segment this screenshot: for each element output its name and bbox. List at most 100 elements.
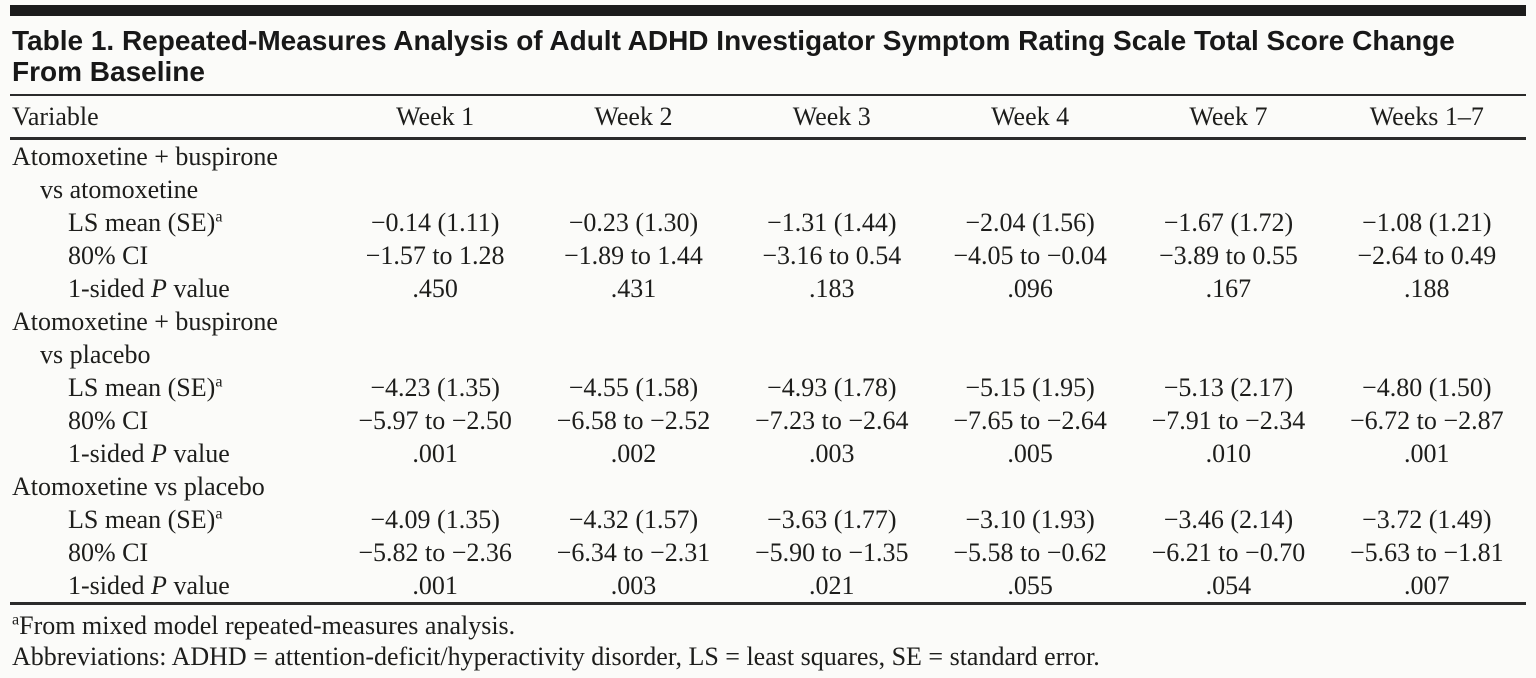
section-label-row: Atomoxetine + buspirone — [10, 139, 1526, 174]
ls-mean-superscript: a — [215, 373, 223, 391]
footnote-abbreviations: Abbreviations: ADHD = attention-deficit/… — [12, 642, 1100, 671]
p-value-row: 1-sided P value .001 .002 .003 .005 .010 .001 — [10, 437, 1526, 470]
section-label-row: vs placebo — [10, 338, 1526, 371]
value-cell: .001 — [412, 571, 458, 600]
value-cell: −1.67 (1.72) — [1163, 208, 1294, 237]
row-label-cell: LS mean (SE)a — [10, 503, 336, 536]
p-value-label-post: value — [173, 439, 230, 468]
ls-mean-row: LS mean (SE)a −4.09 (1.35) −4.32 (1.57) −3.… — [10, 503, 1526, 536]
value-cell: .055 — [1007, 571, 1053, 600]
value-cell: .003 — [610, 571, 657, 600]
value-cell: −3.63 (1.77) — [767, 505, 897, 534]
value-cell: .001 — [412, 439, 458, 468]
p-value-label-pre: 1-sided — [68, 274, 145, 303]
value-cell: −5.15 (1.95) — [965, 373, 1095, 402]
table-title: Table 1. Repeated-Measures Analysis of A… — [10, 16, 1526, 96]
column-header-week-2: Week 2 — [534, 96, 733, 140]
p-value-label-pre: 1-sided — [68, 571, 145, 600]
row-label-cell: LS mean (SE)a — [10, 371, 336, 404]
column-header-week-3: Week 3 — [732, 96, 931, 140]
column-header-week-1: Week 1 — [335, 96, 535, 140]
value-cell: .054 — [1205, 571, 1252, 600]
value-cell: −6.72 to −2.87 — [1350, 406, 1504, 435]
value-cell: −0.23 (1.30) — [568, 208, 699, 237]
section-label: Atomoxetine + buspirone — [12, 142, 278, 171]
value-cell: .005 — [1007, 439, 1053, 468]
value-cell: .183 — [809, 274, 855, 303]
value-cell: −5.82 to −2.36 — [358, 538, 512, 567]
value-cell: −3.72 (1.49) — [1362, 505, 1492, 534]
ci-row: 80% CI −5.97 to −2.50 −6.58 to −2.52 −7.23 … — [10, 404, 1526, 437]
value-cell: −5.90 to −1.35 — [754, 538, 909, 567]
footnote-a: aFrom mixed model repeated-measures anal… — [12, 610, 1524, 641]
p-value-label-italic-p: P — [151, 439, 167, 468]
column-header-variable: Variable — [10, 96, 336, 140]
row-label-cell: 80% CI — [10, 404, 336, 437]
ci-row: 80% CI −1.57 to 1.28 −1.89 to 1.44 −3.16 to… — [10, 239, 1526, 272]
ls-mean-superscript: a — [215, 208, 223, 226]
value-cell: −7.91 to −2.34 — [1151, 406, 1306, 435]
section-label: vs atomoxetine — [40, 175, 199, 204]
ci-label: 80% CI — [68, 406, 149, 435]
value-cell: .167 — [1205, 274, 1252, 303]
value-cell: −1.31 (1.44) — [767, 208, 897, 237]
value-cell: −0.14 (1.11) — [370, 208, 500, 237]
row-label-cell: 80% CI — [10, 239, 336, 272]
ls-mean-row: LS mean (SE)a −4.23 (1.35) −4.55 (1.58) −4.… — [10, 371, 1526, 404]
p-value-row: 1-sided P value .450 .431 .183 .096 .167 .188 — [10, 272, 1526, 305]
footnote-a-marker: a — [12, 611, 20, 629]
p-value-label-post: value — [173, 571, 230, 600]
value-cell: .096 — [1007, 274, 1053, 303]
value-cell: −5.97 to −2.50 — [358, 406, 512, 435]
value-cell: −4.32 (1.57) — [568, 505, 699, 534]
value-cell: −1.08 (1.21) — [1362, 208, 1492, 237]
p-value-row: 1-sided P value .001 .003 .021 .055 .054 .007 — [10, 569, 1526, 604]
value-cell: −6.21 to −0.70 — [1151, 538, 1306, 567]
row-label-cell: 1-sided P value — [10, 272, 336, 305]
value-cell: −3.10 (1.93) — [965, 505, 1095, 534]
value-cell: −2.64 to 0.49 — [1357, 241, 1497, 270]
column-header-week-4: Week 4 — [930, 96, 1130, 140]
value-cell: −5.63 to −1.81 — [1350, 538, 1504, 567]
p-value-label-italic-p: P — [151, 274, 167, 303]
footnotes: aFrom mixed model repeated-measures anal… — [10, 605, 1526, 678]
ls-mean-superscript: a — [215, 505, 223, 523]
value-cell: .007 — [1404, 571, 1450, 600]
value-cell: .003 — [809, 439, 855, 468]
section-label: Atomoxetine + buspirone — [12, 307, 278, 336]
row-label-cell: LS mean (SE)a — [10, 206, 336, 239]
value-cell: −6.34 to −2.31 — [556, 538, 711, 567]
value-cell: −5.58 to −0.62 — [953, 538, 1107, 567]
value-cell: .188 — [1404, 274, 1450, 303]
row-label-cell: 1-sided P value — [10, 569, 336, 604]
value-cell: .021 — [809, 571, 855, 600]
column-header-week-7: Week 7 — [1129, 96, 1328, 140]
row-label-cell: 1-sided P value — [10, 437, 336, 470]
ls-mean-label: LS mean (SE) — [68, 505, 216, 534]
value-cell: −4.55 (1.58) — [568, 373, 699, 402]
header-row: Variable Week 1 Week 2 Week 3 Week 4 Wee… — [10, 96, 1526, 140]
value-cell: −4.05 to −0.04 — [953, 241, 1107, 270]
value-cell: .002 — [610, 439, 657, 468]
ls-mean-label: LS mean (SE) — [68, 373, 216, 402]
value-cell: −7.65 to −2.64 — [953, 406, 1107, 435]
ci-label: 80% CI — [68, 538, 149, 567]
value-cell: .001 — [1404, 439, 1450, 468]
ls-mean-label: LS mean (SE) — [68, 208, 216, 237]
ci-row: 80% CI −5.82 to −2.36 −6.34 to −2.31 −5.90 … — [10, 536, 1526, 569]
section-label: Atomoxetine vs placebo — [12, 472, 265, 501]
value-cell: −1.57 to 1.28 — [365, 241, 505, 270]
p-value-label-post: value — [173, 274, 230, 303]
value-cell: −4.23 (1.35) — [370, 373, 500, 402]
ls-mean-row: LS mean (SE)a −0.14 (1.11) −0.23 (1.30) −1.… — [10, 206, 1526, 239]
table-body: Atomoxetine + buspirone vs atomoxetine LS … — [10, 139, 1526, 604]
value-cell: .450 — [412, 274, 458, 303]
value-cell: −5.13 (2.17) — [1163, 373, 1294, 402]
column-header-weeks-1-7: Weeks 1–7 — [1327, 96, 1526, 140]
value-cell: −2.04 (1.56) — [965, 208, 1095, 237]
ci-label: 80% CI — [68, 241, 149, 270]
footnote-a-text: From mixed model repeated-measures analy… — [19, 611, 516, 640]
value-cell: −3.16 to 0.54 — [762, 241, 902, 270]
value-cell: −3.89 to 0.55 — [1158, 241, 1298, 270]
